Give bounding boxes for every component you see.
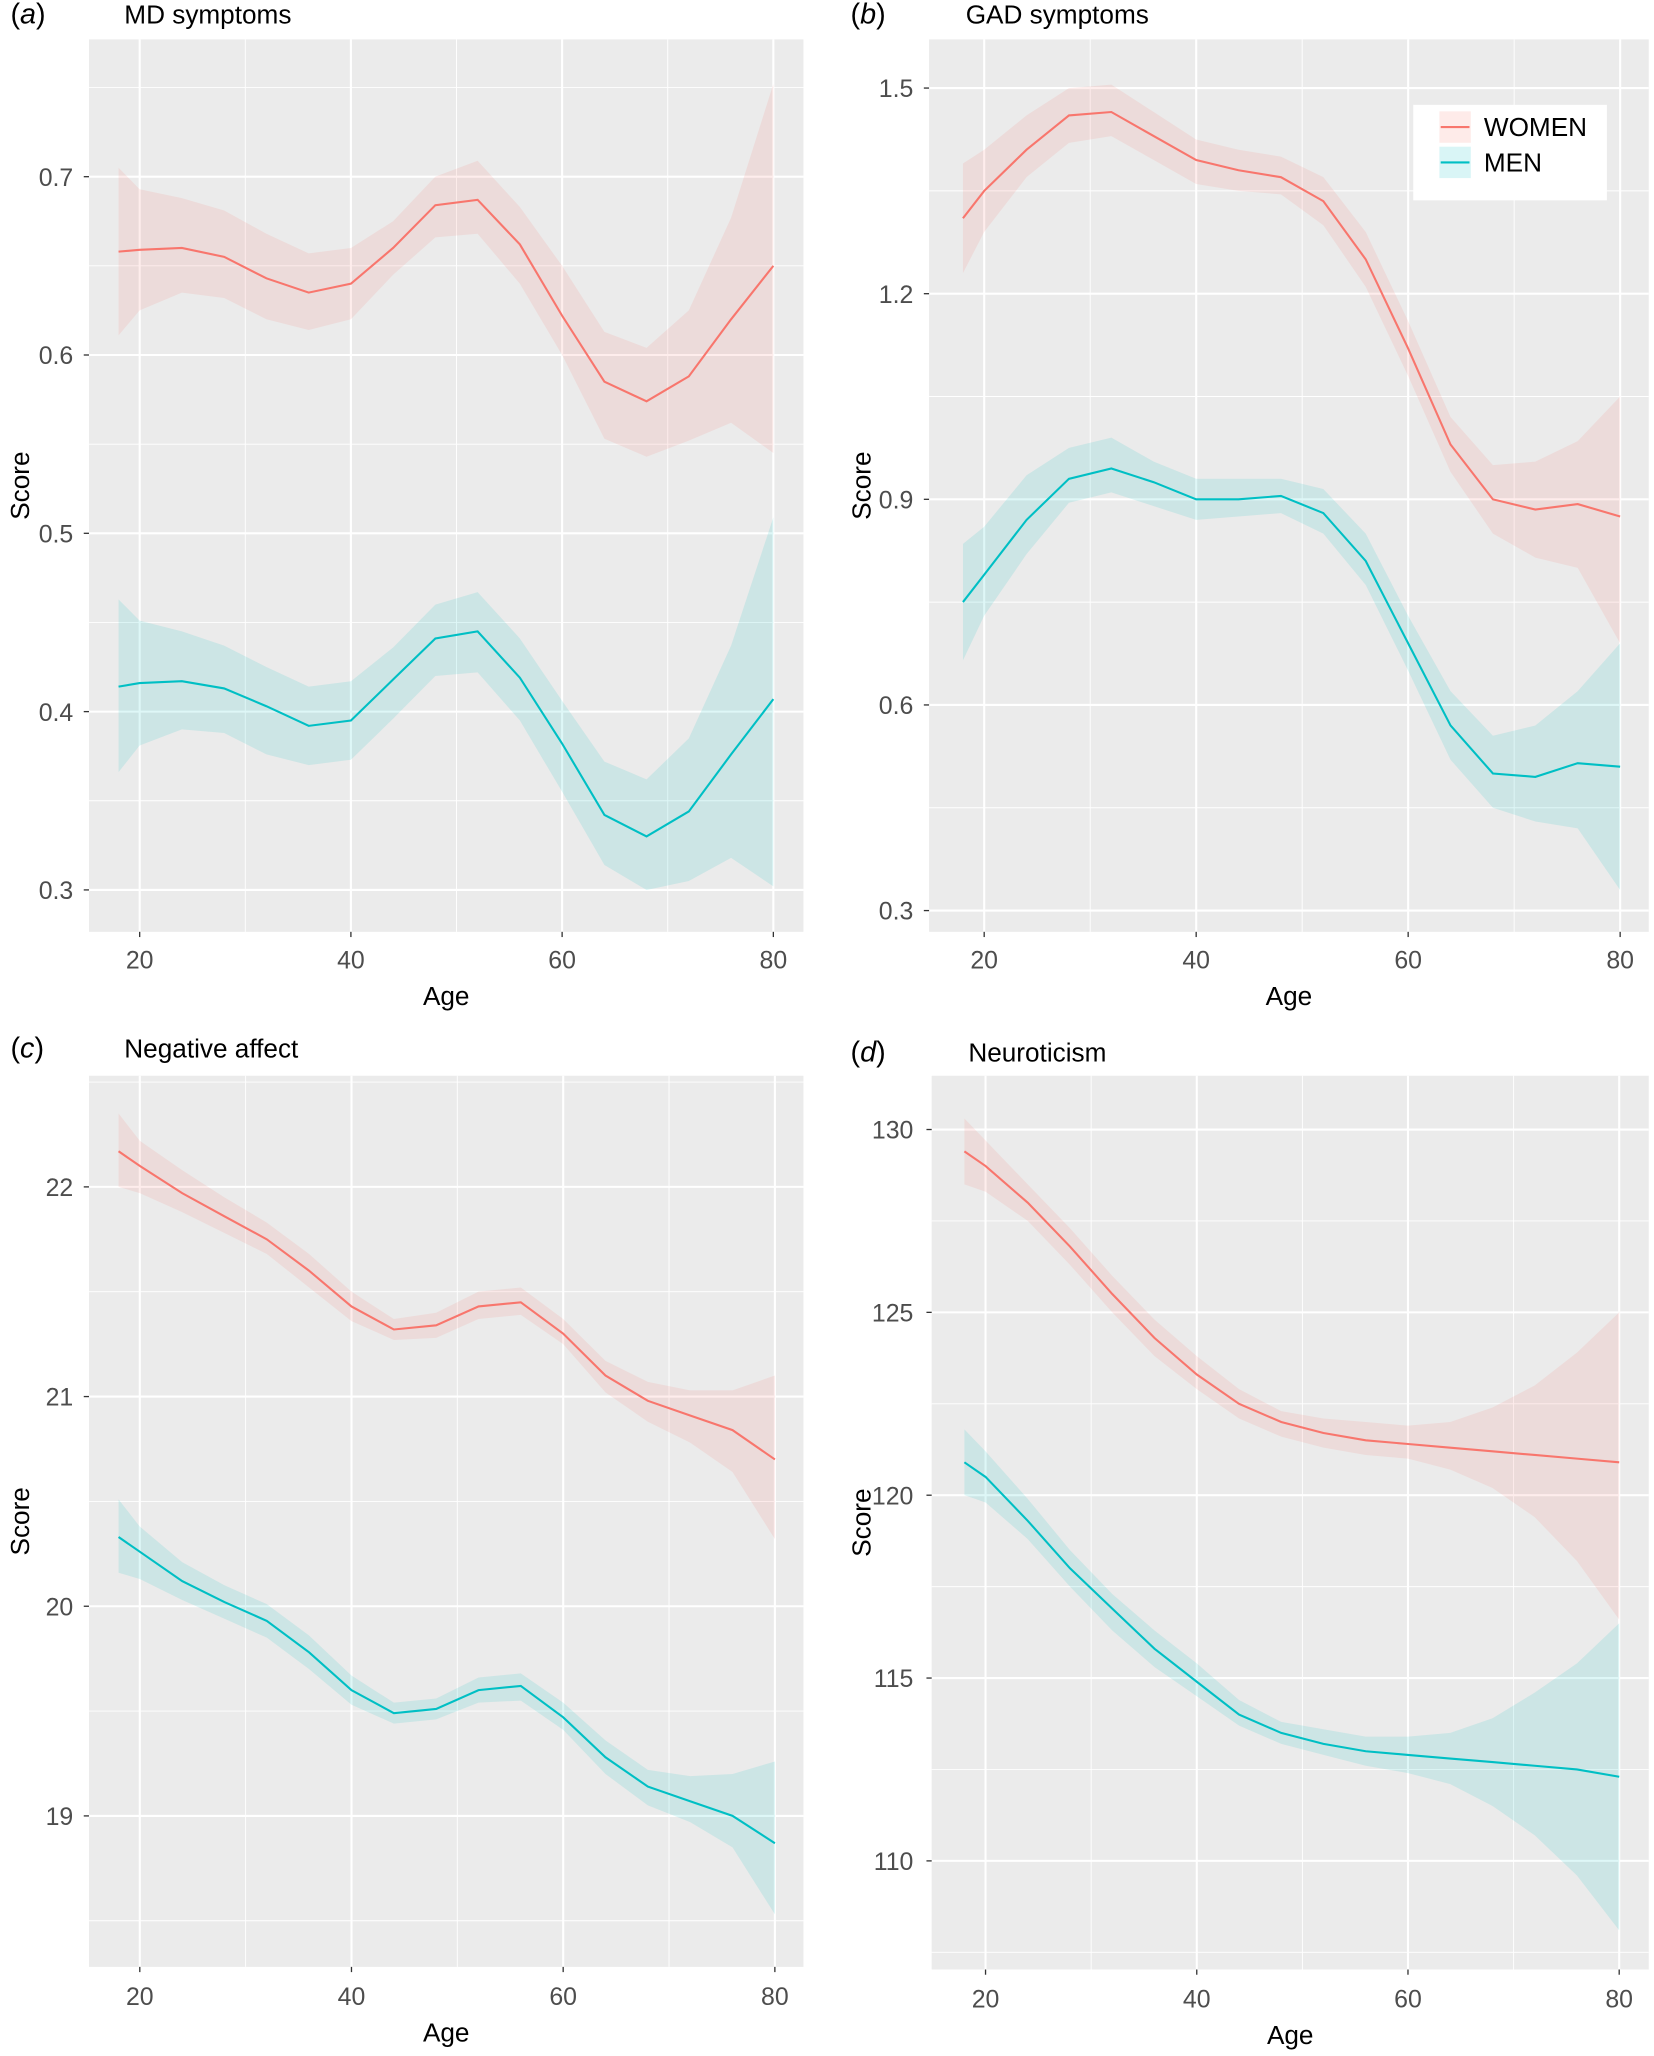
legend: WOMEN MEN <box>1413 104 1607 201</box>
y-tick-label: 120 <box>872 1482 913 1510</box>
legend-box <box>1413 104 1607 201</box>
y-tick-label: 20 <box>46 1593 74 1621</box>
y-tick-label: 115 <box>874 1665 914 1693</box>
x-tick-label: 40 <box>1182 946 1210 974</box>
x-tick-label: 60 <box>549 1983 577 2011</box>
panel-c: 20 40 60 80 19 20 21 22 (c) Negative affect Age Sco… <box>5 1032 804 2047</box>
confidence-band-women <box>962 84 1621 644</box>
panel-a: 20 40 60 80 0.3 0.4 0.5 0.6 0.7 (a) MD symptoms Age… <box>5 0 804 1011</box>
panel-label-close-paren: ) <box>34 1032 44 1064</box>
x-tick-label: 60 <box>1394 946 1422 974</box>
plot-background <box>88 39 804 932</box>
x-tick-label: 80 <box>761 1983 789 2011</box>
confidence-band-men <box>118 517 774 890</box>
x-tick-label: 40 <box>1183 1985 1211 2013</box>
x-axis-label: Age <box>1267 2020 1314 2050</box>
x-axis-label: Age <box>1266 981 1313 1011</box>
y-tick-label: 0.6 <box>39 342 74 370</box>
panel-label-letter: a <box>20 0 36 31</box>
y-axis-label: Score <box>847 451 877 519</box>
y-tick-label: 0.7 <box>39 164 74 192</box>
panel-title: GAD symptoms <box>966 0 1149 30</box>
x-tick-label: 80 <box>1605 1985 1633 2013</box>
confidence-band-women <box>118 1113 775 1540</box>
x-tick-label: 60 <box>548 946 576 974</box>
y-tick-label: 21 <box>46 1384 74 1412</box>
panel-label-open-paren: ( <box>851 1036 861 1068</box>
y-tick-label: 110 <box>874 1848 914 1876</box>
x-tick-label: 40 <box>338 1983 366 2011</box>
y-tick-label: 125 <box>872 1300 913 1328</box>
confidence-band-men <box>118 1499 775 1915</box>
panel-label-letter: d <box>860 1036 877 1068</box>
y-tick-label: 1.2 <box>879 281 914 309</box>
x-tick-label: 20 <box>970 946 998 974</box>
panel-label: (a) <box>10 0 45 31</box>
y-tick-label: 0.3 <box>39 877 74 905</box>
plot-background <box>931 1075 1649 1970</box>
panel-title: Negative affect <box>124 1033 299 1063</box>
panel-label-close-paren: ) <box>876 1036 886 1068</box>
x-axis-label: Age <box>423 981 470 1011</box>
y-tick-label: 0.5 <box>39 520 74 548</box>
x-tick-label: 60 <box>1394 1985 1422 2013</box>
x-tick-label: 20 <box>972 1985 1000 2013</box>
panel-label: (c) <box>10 1032 44 1064</box>
legend-item-label: WOMEN <box>1484 112 1587 142</box>
panel-label: (d) <box>851 1036 886 1068</box>
x-tick-label: 20 <box>126 946 154 974</box>
panel-label-open-paren: ( <box>10 1032 20 1064</box>
legend-item-label: MEN <box>1484 148 1542 178</box>
plot-background <box>88 1075 804 1967</box>
x-tick-label: 80 <box>1606 946 1634 974</box>
panel-label-close-paren: ) <box>876 0 886 31</box>
y-axis-label: Score <box>5 451 35 519</box>
y-tick-label: 0.6 <box>879 692 914 720</box>
panel-title: Neuroticism <box>968 1037 1106 1067</box>
x-axis-label: Age <box>423 2017 470 2047</box>
panel-label: (b) <box>851 0 886 31</box>
panel-label-open-paren: ( <box>851 0 861 31</box>
panel-d: 20 40 60 80 110 115 120 125 130 (d) Neuroticism Age… <box>847 1036 1649 2050</box>
panel-label-open-paren: ( <box>10 0 20 31</box>
panel-label-close-paren: ) <box>36 0 46 31</box>
y-axis-label: Score <box>5 1487 35 1555</box>
y-tick-label: 0.4 <box>39 699 74 727</box>
y-tick-label: 130 <box>872 1117 913 1145</box>
y-tick-label: 1.5 <box>879 75 914 103</box>
panel-label-letter: b <box>860 0 876 31</box>
y-tick-label: 0.3 <box>879 898 914 926</box>
x-tick-label: 80 <box>760 946 788 974</box>
x-tick-label: 20 <box>126 1983 154 2011</box>
panel-title: MD symptoms <box>124 0 291 30</box>
y-tick-label: 22 <box>46 1174 74 1202</box>
panel-label-letter: c <box>20 1032 35 1064</box>
x-tick-label: 40 <box>337 946 365 974</box>
y-axis-label: Score <box>847 1488 877 1556</box>
y-tick-label: 0.9 <box>879 486 914 514</box>
confidence-band-women <box>118 84 774 457</box>
confidence-band-men <box>962 437 1621 890</box>
y-tick-label: 19 <box>46 1803 74 1831</box>
